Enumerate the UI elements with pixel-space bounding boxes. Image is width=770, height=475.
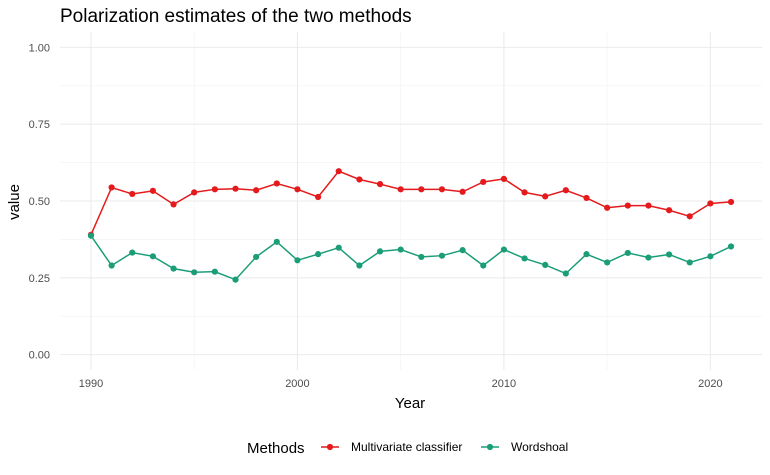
data-point	[356, 176, 363, 183]
data-point	[645, 202, 652, 209]
legend-label: Wordshoal	[511, 440, 568, 454]
data-point	[686, 213, 693, 220]
data-point	[459, 188, 466, 195]
y-tick-label: 0.50	[29, 196, 50, 208]
chart-title: Polarization estimates of the two method…	[60, 6, 412, 27]
y-axis-title: value	[6, 184, 23, 220]
data-point	[459, 247, 466, 254]
data-point	[727, 198, 735, 206]
data-point	[294, 186, 301, 193]
data-point	[645, 254, 652, 261]
data-point	[129, 190, 136, 198]
data-point	[335, 168, 342, 175]
data-point	[438, 186, 446, 193]
data-point	[232, 276, 239, 283]
legend-key-point	[486, 443, 494, 451]
data-point	[604, 259, 611, 266]
data-point	[253, 253, 260, 261]
series-lines	[90, 170, 732, 281]
data-point	[438, 252, 446, 259]
legend-item: Multivariate classifier	[321, 440, 462, 454]
legend-item: Wordshoal	[481, 440, 568, 454]
data-point	[273, 180, 280, 187]
data-point	[129, 249, 136, 256]
data-point	[314, 193, 322, 201]
data-point	[314, 251, 322, 258]
data-point	[665, 207, 673, 214]
data-point	[108, 262, 115, 269]
legend-label: Multivariate classifier	[351, 440, 462, 454]
data-point	[335, 244, 342, 251]
data-point	[604, 204, 611, 211]
data-point	[356, 262, 363, 269]
data-point	[253, 187, 260, 194]
data-point	[624, 202, 631, 209]
data-point	[418, 186, 425, 193]
x-tick-label: 2020	[698, 378, 722, 390]
data-point	[294, 257, 301, 264]
data-point	[108, 184, 115, 191]
data-point	[707, 253, 714, 260]
data-point	[87, 232, 95, 239]
data-point	[583, 194, 590, 202]
data-point	[149, 187, 157, 194]
data-point	[500, 175, 508, 182]
data-point	[480, 178, 487, 186]
data-point	[232, 185, 239, 192]
data-point	[542, 261, 549, 269]
data-point	[500, 246, 508, 253]
legend-title: Methods	[247, 440, 305, 457]
data-point	[624, 249, 631, 257]
data-point	[170, 201, 177, 208]
series-points	[87, 168, 735, 283]
data-point	[211, 186, 218, 193]
x-axis-title: Year	[395, 395, 425, 412]
data-point	[480, 262, 487, 269]
data-point	[191, 189, 198, 196]
y-tick-label: 0.25	[29, 273, 50, 285]
data-point	[191, 269, 198, 276]
data-point	[521, 189, 528, 196]
series-line	[90, 235, 732, 281]
data-point	[562, 270, 569, 277]
data-point	[542, 193, 549, 200]
data-point	[376, 181, 384, 188]
data-point	[376, 248, 384, 255]
data-point	[727, 243, 735, 250]
data-point	[665, 251, 673, 258]
data-point	[686, 259, 693, 266]
y-tick-label: 1.00	[29, 42, 50, 54]
legend: Methods Multivariate classifier Wordshoal	[247, 440, 568, 457]
y-tick-label: 0.75	[29, 119, 50, 131]
y-axis-ticks: 0.00 0.25 0.50 0.75 1.00	[29, 42, 50, 361]
data-point	[707, 200, 714, 207]
data-point	[273, 238, 280, 245]
data-point	[211, 268, 218, 275]
data-point	[562, 187, 569, 194]
data-point	[583, 251, 590, 258]
data-point	[149, 253, 157, 260]
y-tick-label: 0.00	[29, 350, 50, 362]
grid-lines	[60, 32, 762, 370]
data-point	[418, 253, 425, 261]
x-tick-label: 2010	[492, 378, 516, 390]
data-point	[521, 255, 528, 262]
data-point	[170, 265, 177, 272]
legend-key-point	[326, 443, 334, 451]
x-tick-label: 2000	[285, 378, 309, 390]
x-axis-ticks: 1990 2000 2010 2020	[79, 378, 723, 390]
data-point	[397, 246, 404, 253]
data-point	[397, 186, 404, 193]
series-line	[90, 170, 732, 236]
x-tick-label: 1990	[79, 378, 103, 390]
